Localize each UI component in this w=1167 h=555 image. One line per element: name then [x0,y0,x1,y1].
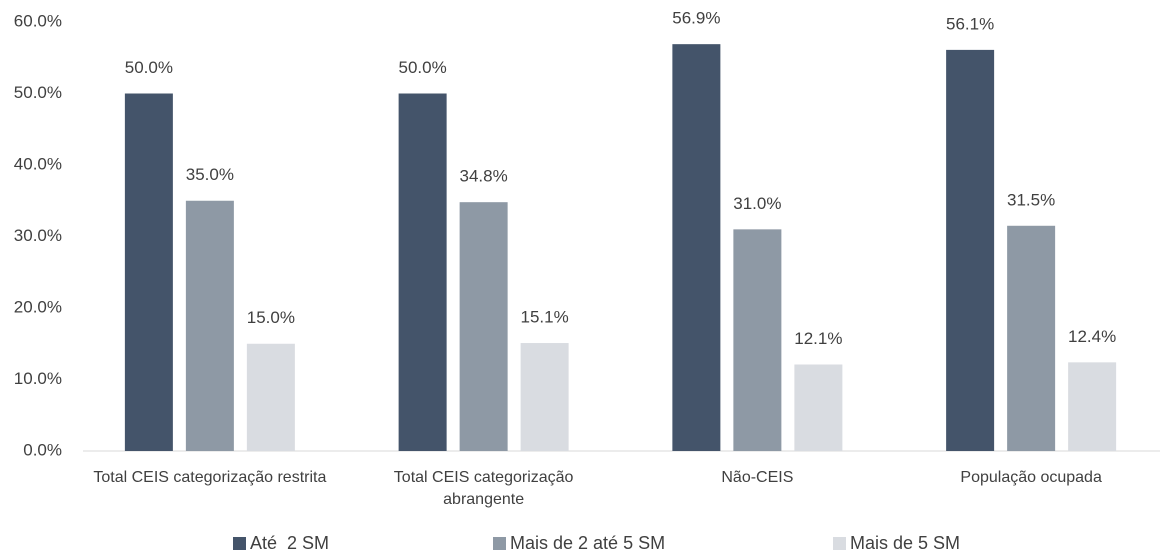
data-label: 56.9% [672,9,720,28]
data-label: 15.0% [247,308,295,327]
data-label: 31.0% [733,194,781,213]
legend-item: Até 2 SM [233,533,329,554]
data-label: 15.1% [521,308,569,327]
bar [946,49,995,451]
data-label: 34.8% [460,167,508,186]
legend-item: Mais de 2 até 5 SM [493,533,665,554]
y-tick-label: 60.0% [14,11,62,30]
legend-swatch [493,537,506,550]
data-label: 12.4% [1068,327,1116,346]
x-tick-label: Não-CEIS [721,469,794,486]
data-label: 50.0% [125,58,173,77]
x-tick-label: Total CEIS categorização restrita [93,469,327,486]
legend-swatch [233,537,246,550]
y-tick-label: 40.0% [14,154,62,173]
bar [794,364,843,451]
y-tick-label: 10.0% [14,369,62,388]
bar [124,93,173,451]
y-tick-label: 0.0% [23,440,62,459]
legend-label: Mais de 5 SM [850,533,961,553]
legend-item: Mais de 5 SM [833,533,960,554]
data-label: 50.0% [399,58,447,77]
bar [1007,225,1056,451]
bar [520,343,569,451]
legend-label: Até 2 SM [250,533,330,553]
bar [672,44,721,451]
bar [246,343,295,451]
y-tick-label: 20.0% [14,297,62,316]
data-label: 12.1% [794,329,842,348]
legend-label: Mais de 2 até 5 SM [510,533,666,553]
y-tick-label: 30.0% [14,226,62,245]
bar [398,93,447,451]
x-tick-label: Total CEIS categorização abrangente [393,469,574,508]
x-tick-label: População ocupada [960,469,1102,486]
legend-swatch [833,537,846,550]
data-label: 31.5% [1007,190,1055,209]
bar [1068,362,1117,451]
y-tick-label: 50.0% [14,83,62,102]
bar [459,202,508,451]
bar [185,200,234,451]
data-label: 56.1% [946,14,994,33]
data-label: 35.0% [186,165,234,184]
bar [733,229,782,451]
